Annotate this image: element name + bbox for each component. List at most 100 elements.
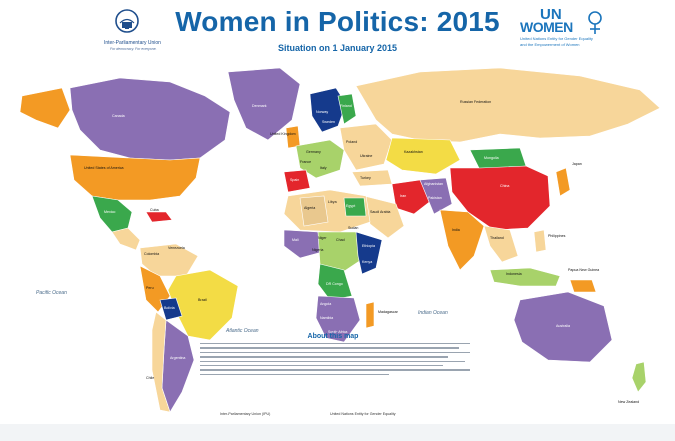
- southern-africa-region: [315, 295, 361, 343]
- japan-region: [555, 167, 571, 197]
- unwomen-women-text: WOMEN: [520, 19, 573, 35]
- label-philippines: Philippines: [548, 234, 566, 238]
- label-egypt: Egypt: [346, 204, 356, 208]
- label-nigeria: Nigeria: [312, 248, 324, 252]
- label-dr-congo: DR Congo: [326, 282, 343, 286]
- greenland-region: [227, 67, 301, 141]
- label-afghanistan: Afghanistan: [424, 182, 443, 186]
- unwomen-logo-icon: [588, 11, 602, 34]
- label-spain: Spain: [290, 178, 300, 182]
- russia-region: [355, 67, 661, 143]
- label-papua-new-guinea: Papua New Guinea: [568, 268, 600, 272]
- papua-new-guinea-region: [569, 279, 597, 293]
- label-libya: Libya: [328, 200, 337, 204]
- afghanistan-pakistan-region: [419, 177, 453, 215]
- label-japan: Japan: [572, 162, 582, 166]
- mexico-region: [91, 195, 133, 233]
- label-namibia: Namibia: [320, 316, 334, 320]
- caribbean-region: [145, 211, 173, 223]
- label-peru: Peru: [146, 286, 154, 290]
- label-sudan: Sudan: [348, 226, 359, 230]
- label-pakistan: Pakistan: [428, 196, 442, 200]
- indian-ocean-label: Indian Ocean: [418, 310, 448, 316]
- label-cuba: Cuba: [150, 208, 159, 212]
- label-venezuela: Venezuela: [168, 246, 185, 250]
- usa-region: [69, 154, 201, 201]
- egypt-region: [343, 197, 367, 217]
- label-germany: Germany: [306, 150, 321, 154]
- world-map-shapes: [0, 67, 675, 441]
- ipu-tagline: For democracy. For everyone.: [110, 47, 157, 51]
- label-france: France: [300, 160, 312, 164]
- uk-region: [285, 125, 301, 149]
- label-niger: Niger: [318, 236, 327, 240]
- philippines-region: [533, 229, 547, 253]
- label-turkey: Turkey: [360, 176, 371, 180]
- label-south-africa: South Africa: [328, 330, 348, 334]
- label-russia: Russian Federation: [460, 100, 492, 104]
- label-kazakhstan: Kazakhstan: [404, 150, 423, 154]
- label-usa: United States of America: [84, 166, 124, 170]
- algeria-region: [299, 195, 329, 227]
- west-africa-region: [283, 229, 323, 259]
- label-indonesia: Indonesia: [506, 272, 522, 276]
- page-title: Women in Politics: 2015: [175, 6, 500, 37]
- madagascar-region: [365, 301, 375, 329]
- label-mongolia: Mongolia: [484, 156, 499, 160]
- label-uk: United Kingdom: [270, 132, 296, 136]
- antarctica-region: [0, 424, 675, 441]
- chile-region: [151, 311, 171, 413]
- label-angola: Angola: [320, 302, 332, 306]
- world-map: Pacific Ocean Atlantic Ocean Indian Ocea…: [0, 60, 675, 441]
- indonesia-region: [489, 267, 561, 287]
- label-chad: Chad: [336, 238, 345, 242]
- label-india: India: [452, 228, 460, 232]
- southeast-asia-region: [483, 225, 519, 263]
- label-madagascar: Madagascar: [378, 310, 398, 314]
- label-colombia: Colombia: [144, 252, 160, 256]
- label-mali: Mali: [292, 238, 299, 242]
- page-subtitle: Situation on 1 January 2015: [277, 43, 398, 53]
- iberia-region: [283, 169, 311, 193]
- canada-region: [69, 77, 231, 161]
- central-africa-region: [317, 231, 365, 275]
- label-mexico: Mexico: [104, 210, 116, 214]
- east-africa-region: [355, 231, 383, 275]
- label-new-zealand: New Zealand: [618, 400, 640, 404]
- label-poland: Poland: [346, 140, 358, 144]
- label-algeria: Algeria: [304, 206, 316, 210]
- label-bolivia: Bolivia: [164, 306, 175, 310]
- label-italy: Italy: [320, 166, 327, 170]
- header: Inter-Parliamentary Union For democracy.…: [0, 0, 675, 60]
- alaska-region: [19, 87, 71, 129]
- label-australia: Australia: [556, 324, 570, 328]
- label-kenya: Kenya: [362, 260, 373, 264]
- scandinavia-region: [309, 87, 347, 133]
- atlantic-ocean-label: Atlantic Ocean: [226, 328, 259, 334]
- unwomen-un-text: UN: [540, 6, 562, 23]
- label-china: China: [500, 184, 510, 188]
- about-text-block: [200, 343, 470, 403]
- about-heading: About this map: [307, 333, 359, 340]
- turkey-region: [351, 169, 393, 187]
- bolivia-region: [159, 297, 183, 321]
- label-argentina: Argentina: [170, 356, 186, 360]
- label-ethiopia: Ethiopia: [362, 244, 375, 248]
- pacific-ocean-label: Pacific Ocean: [36, 290, 67, 296]
- unwomen-tagline-1: United Nations Entity for Gender Equalit…: [520, 36, 593, 41]
- australia-region: [513, 291, 613, 363]
- brazil-region: [167, 269, 239, 341]
- kazakhstan-region: [385, 137, 461, 175]
- label-finland: Finland: [340, 104, 352, 108]
- label-ukraine: Ukraine: [360, 154, 373, 158]
- ipu-name: Inter-Parliamentary Union: [104, 40, 161, 46]
- label-sweden: Sweden: [322, 120, 335, 124]
- unwomen-contact: United Nations Entity for Gender Equalit…: [330, 412, 396, 416]
- western-europe-region: [295, 139, 345, 179]
- label-greenland: Denmark: [252, 104, 267, 108]
- finland-region: [337, 93, 357, 125]
- label-saudi-arabia: Saudi Arabia: [370, 210, 391, 214]
- central-america-region: [111, 227, 141, 251]
- label-thailand: Thailand: [490, 236, 504, 240]
- unwomen-tagline-2: and the Empowerment of Women: [520, 42, 580, 47]
